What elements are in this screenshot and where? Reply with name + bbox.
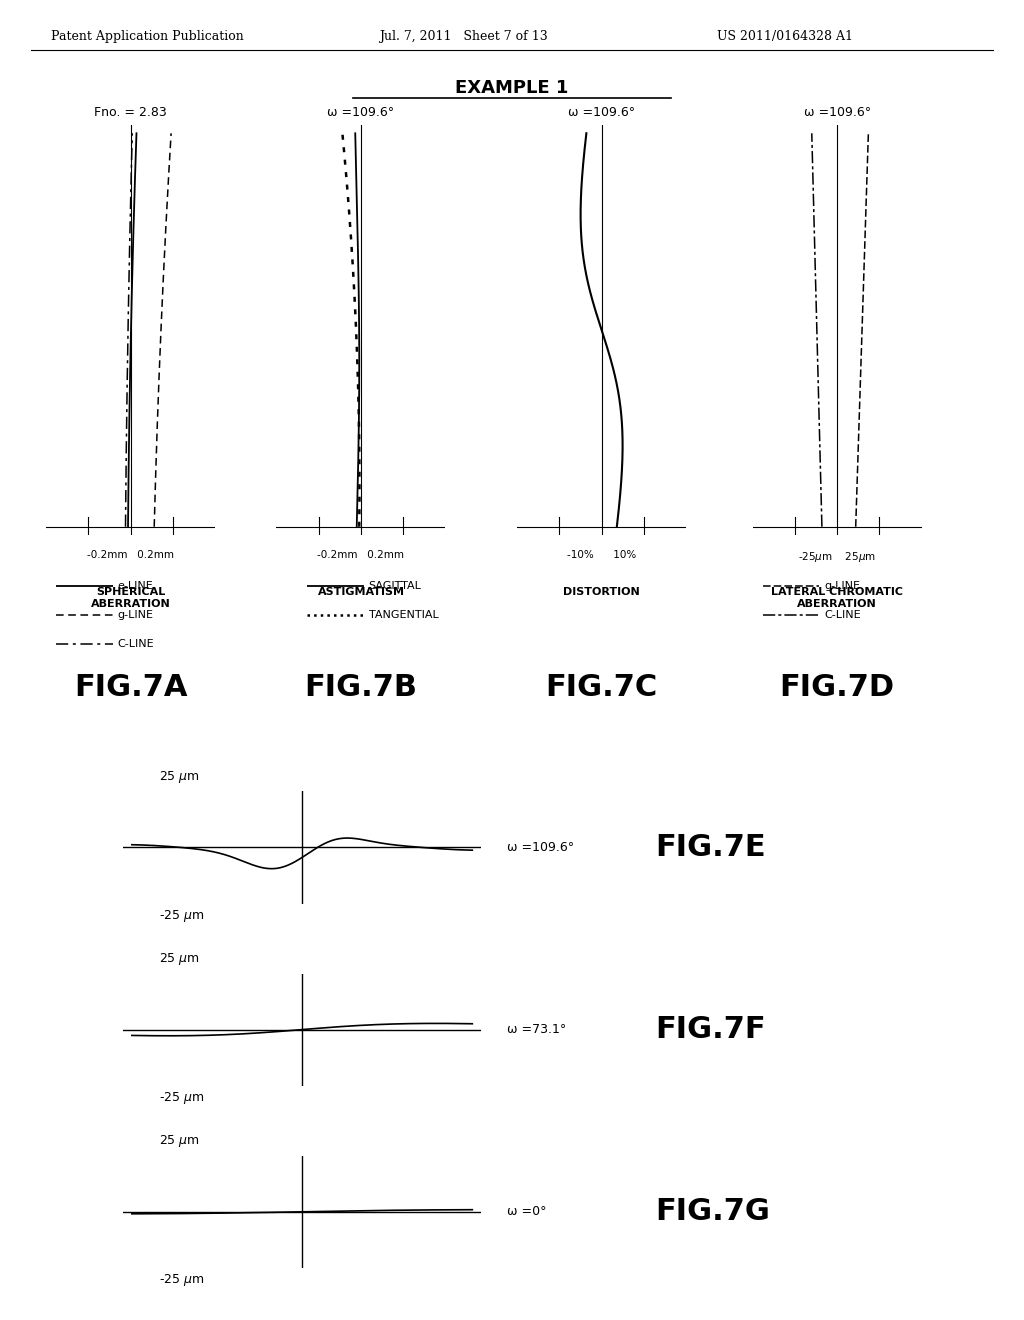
Text: 25 $\mu$m: 25 $\mu$m [159, 1133, 200, 1148]
Text: FIG.7F: FIG.7F [655, 1015, 766, 1044]
Text: FIG.7G: FIG.7G [655, 1197, 770, 1226]
Text: g-LINE: g-LINE [118, 610, 154, 620]
Text: ASTIGMATISM: ASTIGMATISM [317, 587, 404, 598]
Text: FIG.7E: FIG.7E [655, 833, 766, 862]
Text: ω =73.1°: ω =73.1° [507, 1023, 566, 1036]
Text: 25 $\mu$m: 25 $\mu$m [159, 768, 200, 784]
Text: SAGITTAL: SAGITTAL [369, 581, 422, 591]
Text: -0.2mm   0.2mm: -0.2mm 0.2mm [317, 550, 404, 561]
Text: -25$\mu$m    25$\mu$m: -25$\mu$m 25$\mu$m [798, 550, 877, 565]
Text: US 2011/0164328 A1: US 2011/0164328 A1 [717, 30, 853, 44]
Text: ω =109.6°: ω =109.6° [507, 841, 574, 854]
Text: DISTORTION: DISTORTION [563, 587, 640, 598]
Text: ω =109.6°: ω =109.6° [328, 106, 394, 119]
Text: -0.2mm   0.2mm: -0.2mm 0.2mm [87, 550, 174, 561]
Text: C-LINE: C-LINE [118, 639, 155, 649]
Text: ω =0°: ω =0° [507, 1205, 547, 1218]
Text: Patent Application Publication: Patent Application Publication [51, 30, 244, 44]
Text: -25 $\mu$m: -25 $\mu$m [159, 908, 204, 924]
Text: FIG.7B: FIG.7B [304, 673, 418, 702]
Text: e-LINE: e-LINE [118, 581, 154, 591]
Text: FIG.7C: FIG.7C [546, 673, 657, 702]
Text: EXAMPLE 1: EXAMPLE 1 [456, 79, 568, 98]
Text: -25 $\mu$m: -25 $\mu$m [159, 1090, 204, 1106]
Text: SPHERICAL
ABERRATION: SPHERICAL ABERRATION [91, 587, 170, 609]
Text: -10%      10%: -10% 10% [567, 550, 636, 561]
Text: Jul. 7, 2011   Sheet 7 of 13: Jul. 7, 2011 Sheet 7 of 13 [379, 30, 548, 44]
Text: Fno. = 2.83: Fno. = 2.83 [94, 106, 167, 119]
Text: ω =109.6°: ω =109.6° [568, 106, 635, 119]
Text: g-LINE: g-LINE [824, 581, 860, 591]
Text: TANGENTIAL: TANGENTIAL [369, 610, 438, 620]
Text: LATERAL CHROMATIC
ABERRATION: LATERAL CHROMATIC ABERRATION [771, 587, 903, 609]
Text: FIG.7D: FIG.7D [779, 673, 895, 702]
Text: 25 $\mu$m: 25 $\mu$m [159, 950, 200, 966]
Text: C-LINE: C-LINE [824, 610, 861, 620]
Text: ω =109.6°: ω =109.6° [804, 106, 870, 119]
Text: FIG.7A: FIG.7A [74, 673, 187, 702]
Text: -25 $\mu$m: -25 $\mu$m [159, 1272, 204, 1288]
